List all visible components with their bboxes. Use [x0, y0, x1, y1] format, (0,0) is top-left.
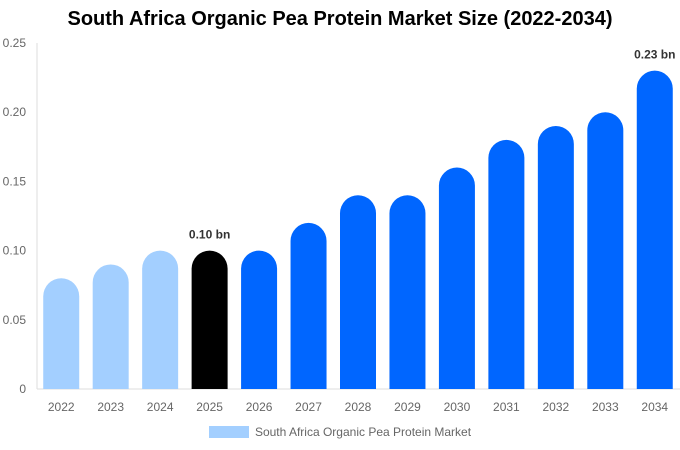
- bar-2023: [92, 264, 129, 389]
- y-tick-label: 0.20: [3, 105, 27, 119]
- chart-title: South Africa Organic Pea Protein Market …: [67, 8, 613, 30]
- x-tick-label: 2034: [641, 400, 668, 414]
- y-tick-label: 0.15: [3, 174, 27, 188]
- legend[interactable]: South Africa Organic Pea Protein Market: [0, 425, 680, 439]
- y-tick-label: 0.05: [3, 313, 27, 327]
- x-tick-label: 2029: [394, 400, 421, 414]
- bar-2030: [438, 167, 475, 389]
- bar-2022: [43, 278, 80, 389]
- bar-2032: [537, 126, 574, 390]
- legend-label: South Africa Organic Pea Protein Market: [254, 425, 472, 439]
- y-tick-label: 0.10: [3, 244, 27, 258]
- x-tick-label: 2022: [48, 400, 75, 414]
- x-tick-label: 2026: [246, 400, 273, 414]
- bar-2027: [290, 222, 327, 389]
- x-tick-label: 2031: [493, 400, 520, 414]
- bar-2033: [587, 112, 624, 389]
- bar-2024: [142, 250, 179, 389]
- y-tick-label: 0.25: [3, 36, 27, 50]
- bar-2025: [191, 250, 228, 389]
- x-tick-label: 2025: [196, 400, 223, 414]
- bar-2028: [340, 195, 376, 389]
- x-tick-label: 2028: [345, 400, 372, 414]
- x-tick-label: 2030: [444, 400, 471, 414]
- x-tick-label: 2024: [147, 400, 174, 414]
- legend-swatch: [208, 426, 249, 438]
- x-tick-label: 2032: [542, 400, 569, 414]
- x-tick-label: 2027: [295, 400, 322, 414]
- bar-2026: [241, 250, 278, 389]
- bar-2031: [488, 139, 525, 389]
- y-tick-label: 0: [19, 382, 26, 396]
- bar-2034: [636, 70, 673, 390]
- x-tick-label: 2033: [592, 400, 619, 414]
- bar-2029: [389, 195, 426, 389]
- x-tick-label: 2023: [97, 400, 124, 414]
- data-label-2025: 0.10 bn: [189, 228, 230, 242]
- data-label-2034: 0.23 bn: [634, 48, 675, 62]
